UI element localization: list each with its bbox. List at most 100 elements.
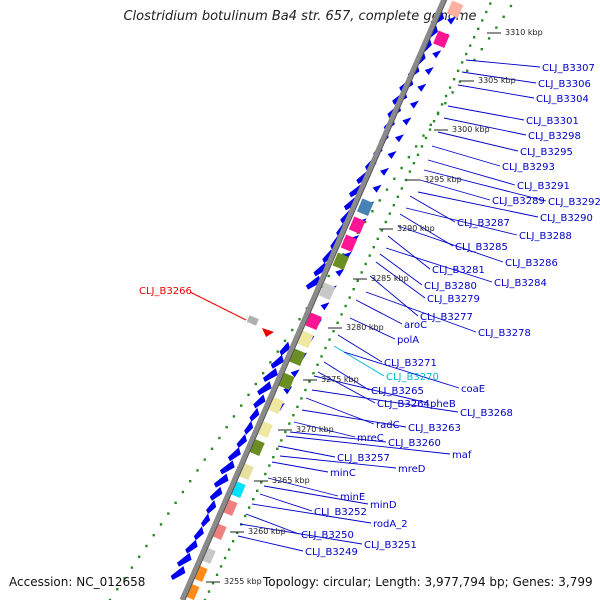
gene-label[interactable]: minD bbox=[370, 500, 397, 511]
gene-label[interactable]: CLJ_B3265 bbox=[371, 386, 424, 397]
ring-dot bbox=[384, 220, 388, 224]
gene-label[interactable]: CLJ_B3249 bbox=[305, 547, 358, 558]
gene-label[interactable]: maf bbox=[452, 450, 472, 461]
ring-dot bbox=[291, 328, 294, 332]
gene-label[interactable]: CLJ_B3307 bbox=[542, 63, 595, 74]
ring-dot bbox=[378, 199, 381, 202]
gene-label[interactable]: CLJ_B3281 bbox=[432, 265, 485, 276]
ring-dot bbox=[243, 514, 247, 518]
highlight-gene[interactable]: CLJ_B3266 bbox=[139, 286, 274, 337]
gene-label[interactable]: mreC bbox=[357, 433, 384, 444]
ring-dot bbox=[400, 187, 404, 190]
gene-arrow bbox=[320, 302, 330, 311]
ring-dot bbox=[145, 544, 148, 548]
gene-label[interactable]: polA bbox=[397, 335, 419, 346]
gene-label[interactable]: CLJ_B3290 bbox=[540, 213, 593, 224]
ring-dot bbox=[223, 556, 227, 560]
gene-label[interactable]: CLJ_B3286 bbox=[505, 258, 558, 269]
gene-arrow bbox=[193, 526, 204, 541]
callout-line bbox=[333, 345, 385, 377]
ring-dot bbox=[261, 372, 265, 375]
gene-label[interactable]: CLJ_B3306 bbox=[538, 79, 591, 90]
ring-dot bbox=[464, 52, 468, 56]
gene-label[interactable]: CLJ_B3279 bbox=[427, 294, 480, 305]
gene-label[interactable]: CLJ_B3284 bbox=[494, 278, 547, 289]
gene-label[interactable]: CLJ_B3289 bbox=[492, 196, 545, 207]
gene-label[interactable]: CLJ_B3298 bbox=[528, 131, 581, 142]
ring-dot bbox=[256, 489, 259, 492]
callout-line bbox=[375, 261, 426, 299]
gene-label[interactable]: rodA_2 bbox=[373, 519, 408, 530]
gene-label[interactable]: CLJ_B3270 bbox=[386, 372, 439, 383]
ring-dot bbox=[477, 27, 480, 30]
gene-label[interactable]: CLJ_B3293 bbox=[502, 162, 555, 173]
ring-dot bbox=[252, 498, 255, 501]
ring-dot bbox=[218, 436, 221, 440]
gene-label[interactable]: CLJ_B3288 bbox=[519, 231, 572, 242]
gene-label[interactable]: CLJ_B3291 bbox=[517, 181, 570, 192]
ring-dot bbox=[215, 573, 219, 576]
highlight-gene-label[interactable]: CLJ_B3266 bbox=[139, 286, 192, 297]
topology-text: Topology: circular; Length: 3,977,794 bp… bbox=[263, 575, 593, 589]
ring-dot bbox=[388, 212, 392, 215]
gene-label[interactable]: minE bbox=[340, 492, 365, 503]
gene-label[interactable]: CLJ_B3268 bbox=[460, 408, 513, 419]
gene-label[interactable]: CLJ_B3277 bbox=[420, 312, 473, 323]
gene-label[interactable]: CLJ_B3251 bbox=[364, 540, 417, 551]
gene-label[interactable]: radC bbox=[376, 420, 400, 431]
ring-dot bbox=[485, 10, 488, 14]
gene-label[interactable]: CLJ_B3250 bbox=[301, 530, 354, 541]
callout-line bbox=[431, 145, 501, 167]
callout-line bbox=[343, 351, 460, 389]
gene-label[interactable]: CLJ_B3295 bbox=[520, 147, 573, 158]
ring-dot bbox=[420, 145, 424, 148]
gene-label[interactable]: aroC bbox=[404, 320, 427, 331]
gene-label[interactable]: CLJ_B3292 bbox=[548, 197, 600, 208]
gene-label[interactable]: CLJ_B3264 bbox=[377, 399, 430, 410]
gene-label[interactable]: CLJ_B3252 bbox=[314, 507, 367, 518]
gene-arrow bbox=[213, 473, 229, 488]
gene-label[interactable]: CLJ_B3287 bbox=[457, 218, 510, 229]
accession-text: Accession: NC_012658 bbox=[9, 575, 146, 589]
gene-label[interactable]: mreD bbox=[398, 464, 426, 475]
gene-arrow bbox=[380, 167, 390, 176]
gene-label[interactable]: CLJ_B3301 bbox=[526, 116, 579, 127]
gene-arrow bbox=[335, 268, 345, 277]
ring-dot bbox=[448, 86, 452, 89]
ring-dot bbox=[327, 274, 330, 278]
gene-label[interactable]: CLJ_B3278 bbox=[478, 328, 531, 339]
ring-dot bbox=[227, 548, 231, 551]
callout-line bbox=[301, 409, 407, 428]
gene-arrow bbox=[170, 566, 186, 580]
callout-line bbox=[267, 477, 339, 497]
gene-arrow bbox=[305, 275, 321, 290]
ring-dot bbox=[509, 4, 513, 8]
gene-label[interactable]: minC bbox=[330, 468, 356, 479]
ring-dot bbox=[468, 44, 472, 47]
feature-block bbox=[297, 330, 314, 349]
gene-label[interactable]: CLJ_B3271 bbox=[384, 358, 437, 369]
ring-dot bbox=[440, 103, 444, 106]
gene-label[interactable]: CLJ_B3304 bbox=[536, 94, 589, 105]
ring-dot bbox=[328, 338, 331, 341]
gene-label[interactable]: CLJ_B3285 bbox=[455, 242, 508, 253]
feature-block bbox=[433, 30, 450, 49]
callout-line bbox=[399, 213, 454, 247]
gene-label[interactable]: pheB bbox=[430, 399, 456, 410]
gene-labels[interactable]: CLJ_B3307 CLJ_B3306 CLJ_B3304 CLJ_B3301 CLJ_… bbox=[301, 63, 600, 558]
tick-label: 3310 kbp bbox=[505, 28, 543, 37]
ring-dot bbox=[336, 321, 339, 324]
gene-label[interactable]: CLJ_B3280 bbox=[424, 281, 477, 292]
tick-label: 3275 kbp bbox=[321, 375, 359, 384]
gene-label[interactable]: coaE bbox=[461, 384, 485, 395]
ring-dot bbox=[231, 540, 235, 543]
callout-line bbox=[437, 131, 519, 152]
gene-label[interactable]: CLJ_B3260 bbox=[388, 438, 441, 449]
gene-label[interactable]: CLJ_B3263 bbox=[408, 423, 461, 434]
ring-dot bbox=[460, 61, 464, 64]
ring-dot bbox=[312, 372, 315, 375]
gene-label[interactable]: CLJ_B3257 bbox=[337, 453, 390, 464]
ring-dot bbox=[188, 480, 192, 483]
ring-dot bbox=[408, 170, 412, 173]
